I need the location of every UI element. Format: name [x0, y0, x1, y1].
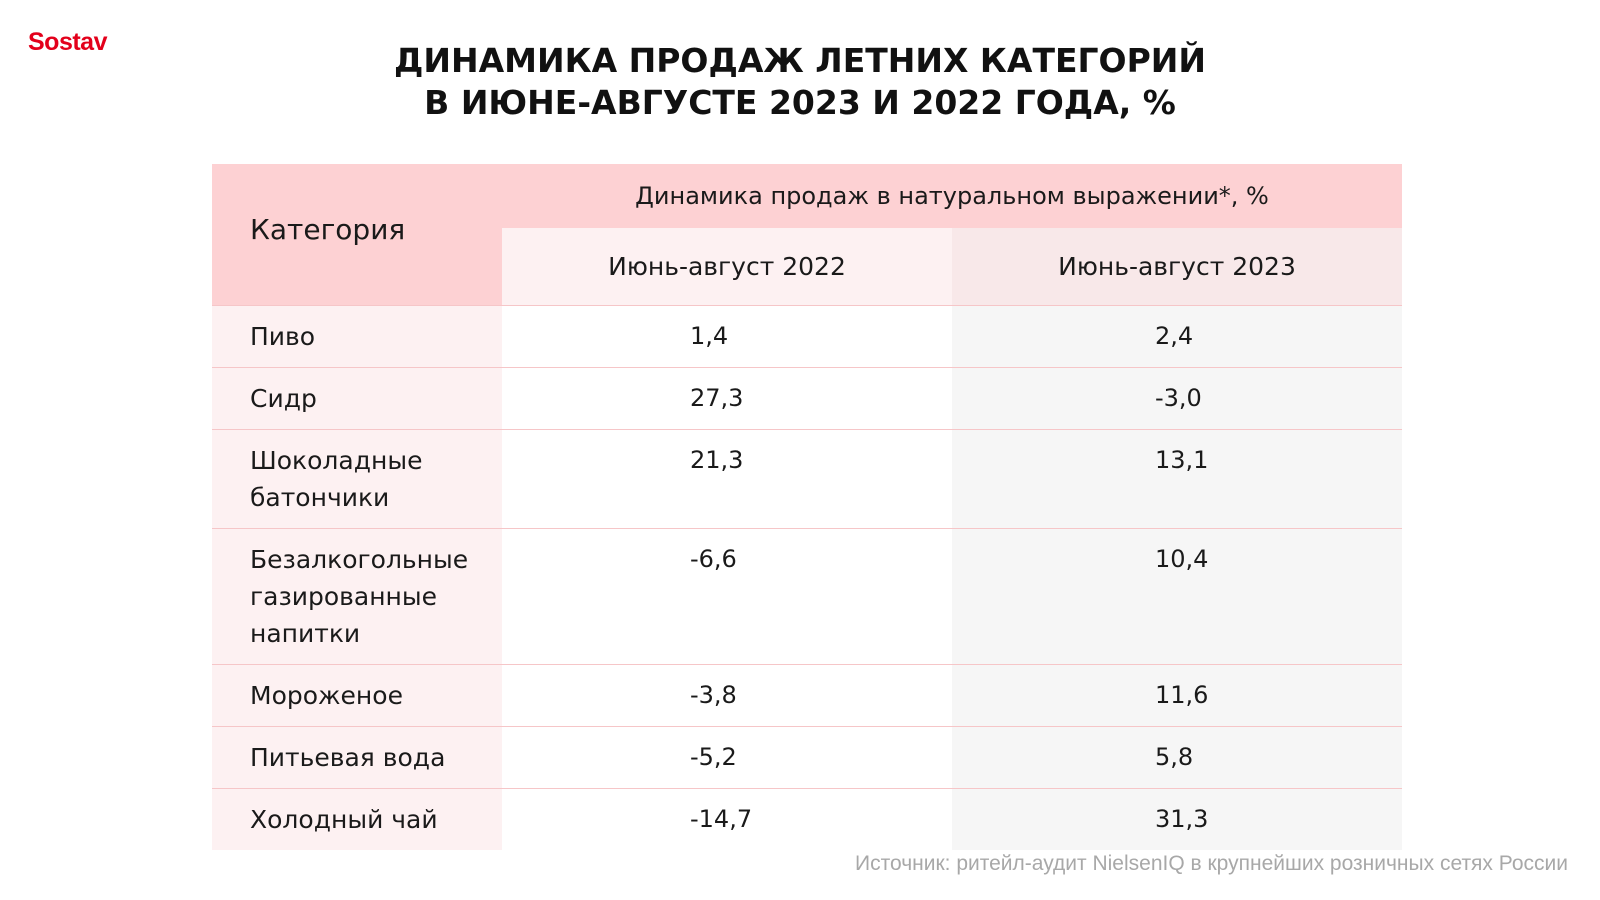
value-2023-cell: 11,6: [952, 664, 1403, 727]
period-2022-header: Июнь-август 2022: [502, 228, 952, 306]
table-row: Безалкогольные газированные напитки -6,6 1…: [212, 528, 1403, 665]
table-row: Сидр 27,3 -3,0: [212, 367, 1403, 430]
value-2023-cell: 10,4: [952, 528, 1403, 665]
value-2022-cell: -5,2: [502, 726, 952, 789]
category-cell: Питьевая вода: [212, 726, 502, 789]
table-row: Холодный чай -14,7 31,3: [212, 788, 1403, 850]
table-row: Питьевая вода -5,2 5,8: [212, 726, 1403, 789]
value-2023-cell: 2,4: [952, 305, 1403, 368]
sales-dynamics-group-header: Динамика продаж в натуральном выражении*…: [502, 164, 1403, 228]
category-cell: Безалкогольные газированные напитки: [212, 528, 502, 665]
value-2022-cell: -3,8: [502, 664, 952, 727]
category-cell: Шоколадные батончики: [212, 429, 502, 529]
table-row: Мороженое -3,8 11,6: [212, 664, 1403, 727]
value-2022-cell: 21,3: [502, 429, 952, 529]
category-column-header: Категория: [212, 164, 502, 306]
category-cell: Мороженое: [212, 664, 502, 727]
value-2023-cell: -3,0: [952, 367, 1403, 430]
value-2022-cell: -6,6: [502, 528, 952, 665]
category-cell: Холодный чай: [212, 788, 502, 850]
category-cell: Пиво: [212, 305, 502, 368]
value-2022-cell: 1,4: [502, 305, 952, 368]
table-body: Пиво 1,4 2,4 Сидр 27,3 -3,0 Шоколадные батончи…: [212, 305, 1403, 850]
value-2023-cell: 5,8: [952, 726, 1403, 789]
title-line-1: Динамика продаж летних категорий: [394, 41, 1206, 80]
page-title: Динамика продаж летних категорий в июне-…: [0, 40, 1600, 124]
table-row: Пиво 1,4 2,4: [212, 305, 1403, 368]
title-line-2: в июне-августе 2023 и 2022 года, %: [424, 83, 1176, 122]
sales-dynamics-table: Категория Динамика продаж в натуральном …: [212, 164, 1403, 850]
value-2022-cell: 27,3: [502, 367, 952, 430]
value-2023-cell: 31,3: [952, 788, 1403, 850]
category-cell: Сидр: [212, 367, 502, 430]
value-2023-cell: 13,1: [952, 429, 1403, 529]
sostav-logo: Sostav: [28, 28, 107, 56]
period-2023-header: Июнь-август 2023: [952, 228, 1403, 306]
table-row: Шоколадные батончики 21,3 13,1: [212, 429, 1403, 529]
source-note: Источник: ритейл-аудит NielsenIQ в крупн…: [855, 852, 1568, 875]
value-2022-cell: -14,7: [502, 788, 952, 850]
